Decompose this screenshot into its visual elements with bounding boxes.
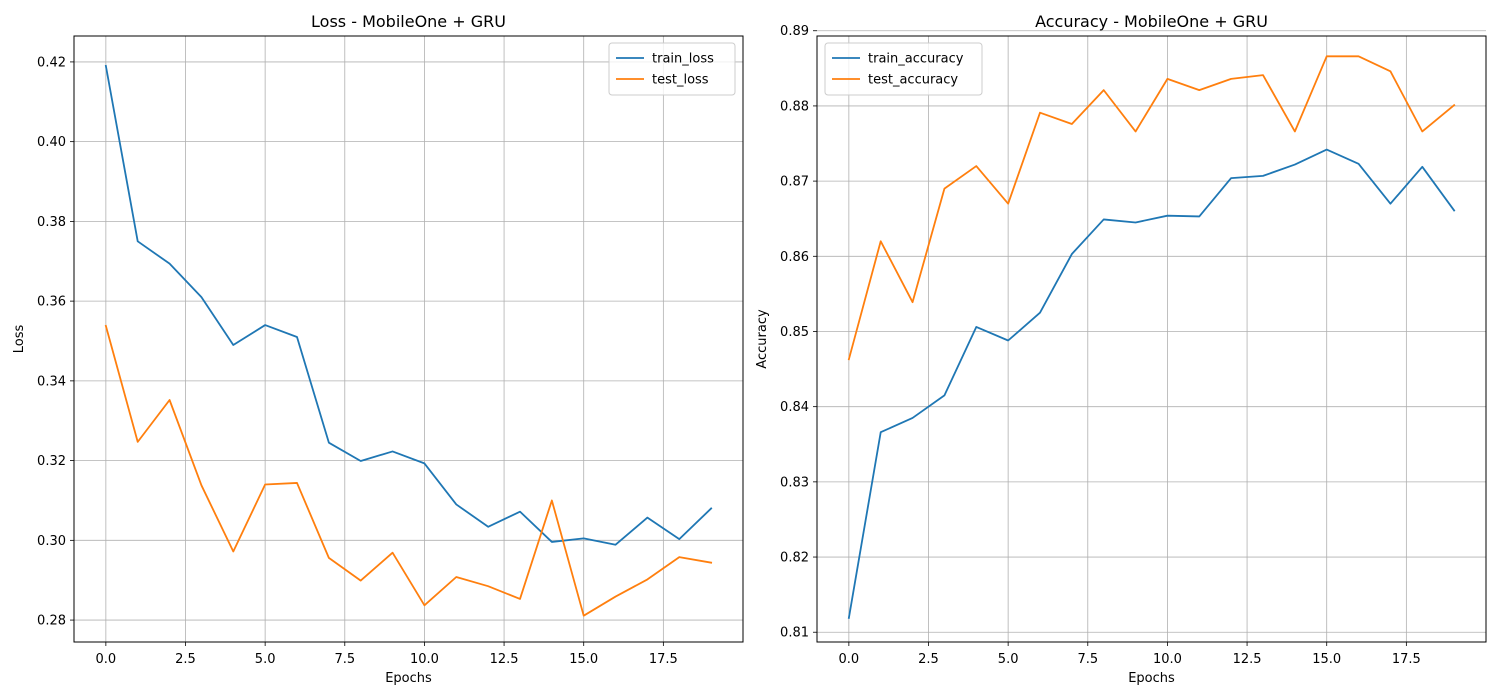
accuracy-y-tick-label: 0.89 bbox=[780, 24, 809, 39]
accuracy-x-tick-label: 17.5 bbox=[1392, 652, 1421, 667]
loss-y-tick-label: 0.36 bbox=[37, 295, 66, 310]
accuracy-y-tick-label: 0.82 bbox=[780, 551, 809, 566]
loss-grid bbox=[74, 36, 743, 642]
accuracy-y-axis-label: Accuracy bbox=[755, 309, 770, 369]
loss-x-tick-label: 7.5 bbox=[334, 652, 355, 667]
loss-x-tick-label: 5.0 bbox=[255, 652, 276, 667]
loss-y-tick-label: 0.28 bbox=[37, 614, 66, 629]
accuracy-x-axis-label: Epochs bbox=[1128, 671, 1175, 686]
loss-x-tick-label: 12.5 bbox=[490, 652, 519, 667]
accuracy-x-tick-label: 10.0 bbox=[1153, 652, 1182, 667]
loss-legend-box bbox=[608, 42, 736, 96]
accuracy-series bbox=[847, 55, 1456, 619]
loss-series bbox=[104, 64, 713, 617]
loss-x-tick-label: 0.0 bbox=[96, 652, 117, 667]
accuracy-x-tick-label: 15.0 bbox=[1312, 652, 1341, 667]
loss-y-tick-label: 0.42 bbox=[37, 55, 66, 70]
loss-y-tick-label: 0.40 bbox=[37, 135, 66, 150]
loss-y-axis-label: Loss bbox=[12, 325, 27, 354]
accuracy-chart-panel: Accuracy - MobileOne + GRU Epochs Accura… bbox=[755, 12, 1487, 686]
legend-label-test-accuracy: test_accuracy bbox=[868, 73, 958, 88]
accuracy-x-tick-label: 12.5 bbox=[1233, 652, 1262, 667]
accuracy-x-tick-label: 2.5 bbox=[918, 652, 939, 667]
series-line-train-accuracy bbox=[847, 148, 1456, 619]
accuracy-y-tick-label: 0.88 bbox=[780, 99, 809, 114]
accuracy-x-tick-label: 7.5 bbox=[1077, 652, 1098, 667]
series-line-test-accuracy bbox=[847, 55, 1456, 361]
accuracy-y-tick-label: 0.81 bbox=[780, 626, 809, 641]
loss-ticks: 0.0 2.5 5.0 7.5 10.0 12.5 15.0 17.5 0.28 0.30 0.32… bbox=[37, 55, 678, 667]
loss-y-tick-label: 0.30 bbox=[37, 534, 66, 549]
loss-chart-panel: Loss - MobileOne + GRU Epochs Loss 0.0 2.… bbox=[12, 12, 744, 686]
accuracy-plot-frame bbox=[816, 35, 1487, 643]
accuracy-x-tick-label: 0.0 bbox=[839, 652, 860, 667]
accuracy-chart-title: Accuracy - MobileOne + GRU bbox=[1035, 12, 1268, 31]
loss-x-tick-label: 10.0 bbox=[410, 652, 439, 667]
accuracy-y-tick-label: 0.83 bbox=[780, 475, 809, 490]
legend-label-train-loss: train_loss bbox=[652, 52, 714, 67]
accuracy-ticks: 0.0 2.5 5.0 7.5 10.0 12.5 15.0 17.5 0.81 0.82 0.83… bbox=[780, 24, 1421, 667]
loss-plot-frame bbox=[73, 35, 744, 643]
legend-label-test-loss: test_loss bbox=[652, 73, 709, 88]
accuracy-grid bbox=[817, 30, 1486, 642]
loss-x-tick-label: 15.0 bbox=[569, 652, 598, 667]
accuracy-legend: train_accuracy test_accuracy bbox=[824, 42, 983, 96]
loss-x-axis-label: Epochs bbox=[385, 671, 432, 686]
loss-x-tick-label: 2.5 bbox=[175, 652, 196, 667]
series-line-test-loss bbox=[104, 324, 713, 617]
accuracy-y-tick-label: 0.85 bbox=[780, 325, 809, 340]
loss-chart-title: Loss - MobileOne + GRU bbox=[311, 12, 506, 31]
loss-y-tick-label: 0.32 bbox=[37, 454, 66, 469]
legend-label-train-accuracy: train_accuracy bbox=[868, 52, 964, 67]
loss-y-tick-label: 0.34 bbox=[37, 374, 66, 389]
loss-legend: train_loss test_loss bbox=[608, 42, 736, 96]
series-line-train-loss bbox=[104, 64, 713, 546]
accuracy-y-tick-label: 0.87 bbox=[780, 175, 809, 190]
accuracy-y-tick-label: 0.84 bbox=[780, 400, 809, 415]
accuracy-y-tick-label: 0.86 bbox=[780, 250, 809, 265]
loss-y-tick-label: 0.38 bbox=[37, 215, 66, 230]
accuracy-legend-box bbox=[824, 42, 983, 96]
accuracy-x-tick-label: 5.0 bbox=[998, 652, 1019, 667]
loss-x-tick-label: 17.5 bbox=[649, 652, 678, 667]
